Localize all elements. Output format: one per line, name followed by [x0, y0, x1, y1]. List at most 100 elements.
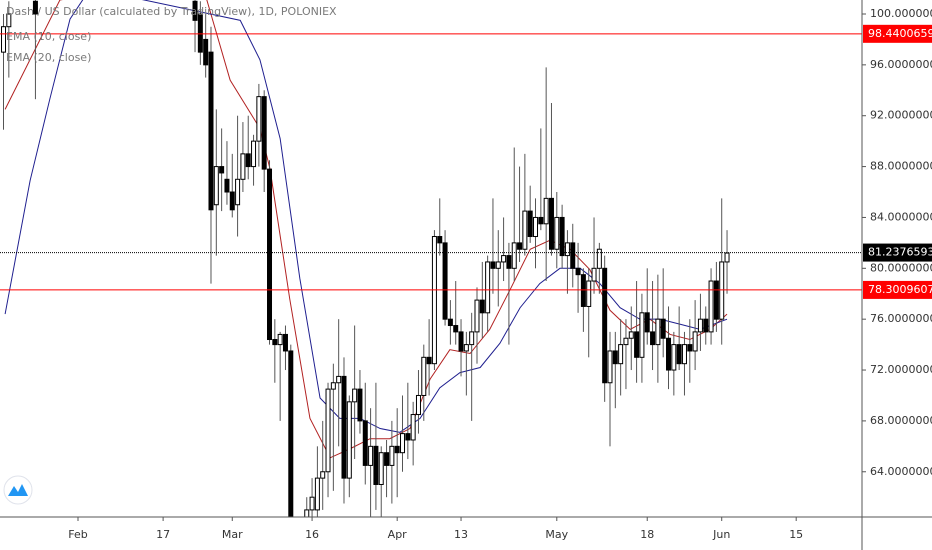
price-label-box [863, 243, 932, 262]
plot-area [0, 0, 862, 517]
candle-body [410, 414, 416, 441]
candle-body [6, 13, 12, 28]
candle-body [623, 337, 629, 346]
candle-body [485, 261, 491, 314]
candle-body [330, 382, 336, 390]
candle-body [618, 344, 624, 365]
candle-body [490, 261, 496, 269]
candle-body [251, 140, 257, 168]
candle-body [681, 344, 687, 365]
candle-body [671, 344, 677, 371]
x-tick-label: Jun [712, 528, 730, 541]
candle-body [1, 26, 7, 53]
x-tick-label: 13 [454, 528, 468, 541]
chart-title: Dash / US Dollar (calculated by TradingV… [6, 5, 337, 18]
candle-body [224, 178, 230, 193]
candle-body [527, 210, 533, 238]
candle-body [447, 318, 453, 327]
candle-body [213, 166, 219, 206]
candle-body [272, 339, 278, 346]
legend-entry: EMA (10, close) [6, 30, 91, 43]
y-tick-label: 84.00000000 [870, 210, 932, 223]
candle-body [660, 318, 666, 339]
candle-body [314, 477, 320, 511]
y-tick-label: 68.00000000 [870, 414, 932, 427]
candle-body [453, 325, 459, 333]
candle-body [208, 51, 214, 211]
candle-body [394, 445, 400, 454]
candle-body [192, 0, 198, 21]
candle-body [586, 280, 592, 307]
candle-body [543, 197, 549, 225]
tradingview-logo[interactable] [3, 475, 33, 505]
candle-body [719, 261, 725, 320]
candle-body [559, 216, 565, 257]
candle-body [357, 388, 363, 422]
candle-body [687, 344, 693, 352]
candle-body [554, 216, 560, 250]
y-tick-label: 80.00000000 [870, 261, 932, 274]
candle-body [261, 96, 267, 170]
candle-body [713, 280, 719, 320]
candle-body [575, 267, 581, 276]
candle-body [517, 242, 523, 250]
y-tick-label: 88.00000000 [870, 160, 932, 173]
candle-body [426, 356, 432, 365]
candle-body [650, 331, 656, 346]
candle-body [607, 350, 613, 384]
candle-body [235, 178, 241, 206]
candle-body [32, 0, 38, 15]
candle-body [533, 216, 539, 238]
candle-body [628, 331, 634, 339]
price-label: 98.44006593 [868, 27, 932, 40]
price-label-box [863, 24, 932, 43]
candle-body [282, 333, 288, 352]
candle-body [506, 255, 512, 269]
candle-body [522, 210, 528, 250]
candle-body [501, 255, 507, 263]
candle-body [612, 350, 618, 365]
y-tick-label: 100.00000000 [870, 7, 932, 20]
candle-body [692, 331, 698, 352]
x-tick-label: 17 [156, 528, 170, 541]
y-tick-label: 72.00000000 [870, 363, 932, 376]
candle-body [219, 166, 225, 174]
candle-body [256, 96, 262, 142]
candle-body [591, 267, 597, 282]
candle-body [389, 445, 395, 466]
candle-body [479, 299, 485, 314]
candle-body [431, 236, 437, 365]
candle-body [644, 312, 650, 333]
legend-entry: EMA (20, close) [6, 51, 91, 64]
x-tick-label: Feb [68, 528, 87, 541]
candle-body [564, 242, 570, 257]
x-tick-label: May [545, 528, 568, 541]
ema-line [4, 0, 728, 433]
candle-body [245, 153, 251, 168]
candle-body [362, 420, 368, 466]
price-label: 81.23765935 [868, 246, 932, 259]
y-tick-label: 96.00000000 [870, 58, 932, 71]
x-tick-label: 15 [789, 528, 803, 541]
x-tick-label: 16 [305, 528, 319, 541]
candle-body [288, 350, 294, 517]
candle-body [346, 401, 352, 479]
candle-body [309, 496, 315, 511]
price-label-box [863, 280, 932, 299]
candle-body [495, 261, 501, 269]
candle-body [421, 356, 427, 396]
candle-body [378, 452, 384, 485]
candle-body [442, 242, 448, 320]
x-tick-label: 18 [640, 528, 654, 541]
candle-body [570, 242, 576, 269]
candle-body [405, 433, 411, 441]
candle-body [548, 197, 554, 250]
y-tick-label: 92.00000000 [870, 109, 932, 122]
candle-body [197, 13, 203, 53]
y-tick-label: 64.00000000 [870, 465, 932, 478]
candle-body [676, 344, 682, 365]
candle-body [634, 331, 640, 358]
candle-body [240, 153, 246, 180]
y-tick-label: 76.00000000 [870, 312, 932, 325]
